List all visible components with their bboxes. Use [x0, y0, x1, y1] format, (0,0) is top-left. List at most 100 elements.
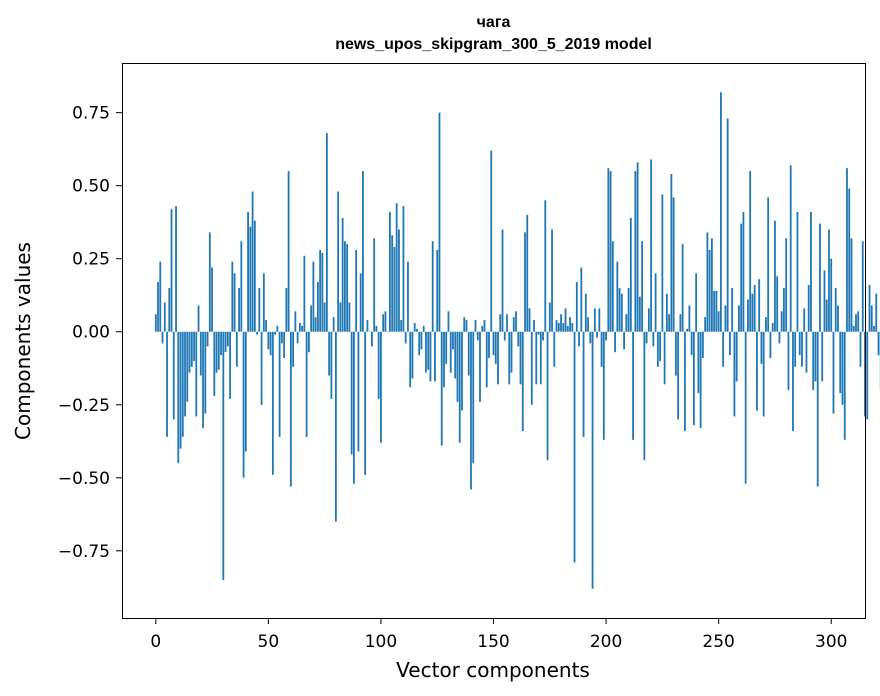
bar-4: [163, 302, 166, 332]
bar-57: [283, 331, 286, 359]
bar-17: [193, 331, 195, 361]
bar-150: [492, 331, 495, 356]
bar-265: [751, 293, 754, 332]
bar-106: [393, 247, 396, 332]
bar-181: [562, 322, 565, 332]
bar-245: [706, 232, 709, 332]
bar-1: [157, 282, 159, 332]
bar-39: [242, 331, 245, 478]
bar-228: [668, 314, 671, 332]
bar-240: [695, 273, 698, 332]
bar-2: [159, 261, 162, 332]
bar-135: [458, 331, 461, 443]
bar-40: [244, 331, 247, 452]
bar-155: [503, 331, 506, 341]
bar-312: [857, 311, 860, 332]
bar-121: [427, 331, 430, 370]
bar-182: [564, 308, 567, 332]
bar-58: [285, 287, 288, 332]
bar-162: [519, 331, 522, 385]
bar-33: [229, 331, 231, 399]
bar-172: [542, 331, 544, 341]
bar-190: [582, 331, 585, 437]
bar-258: [735, 331, 738, 382]
bar-89: [355, 249, 358, 332]
bar-214: [636, 162, 639, 332]
bar-224: [659, 331, 662, 361]
bar-37: [238, 287, 240, 332]
bar-90: [357, 331, 360, 452]
bar-289: [805, 331, 808, 373]
bar-183: [566, 325, 569, 332]
bar-13: [184, 331, 186, 417]
bar-187: [575, 282, 578, 332]
bar-314: [861, 241, 864, 332]
chart-title-line-2: news_upos_skipgram_300_5_2019 model: [335, 36, 652, 53]
bar-112: [407, 261, 409, 332]
y-tick-label: 0.50: [72, 177, 110, 197]
bar-55: [278, 331, 281, 437]
bar-304: [839, 331, 842, 394]
bar-62: [294, 311, 297, 332]
bar-160: [515, 311, 517, 332]
bar-170: [537, 331, 540, 335]
bar-200: [605, 331, 607, 341]
bar-264: [749, 171, 752, 332]
chart-title-line-1: чага: [476, 14, 511, 31]
bar-67: [305, 331, 308, 437]
bar-151: [494, 331, 497, 364]
bar-0: [154, 314, 157, 332]
bar-137: [463, 317, 466, 332]
bar-22: [204, 331, 207, 414]
bar-232: [677, 331, 680, 420]
bar-109: [400, 320, 403, 332]
bar-127: [440, 331, 443, 446]
bar-44: [253, 220, 256, 332]
bar-288: [803, 308, 806, 332]
bar-50: [267, 331, 270, 350]
bar-80: [334, 331, 337, 522]
bar-47: [260, 331, 263, 405]
bar-85: [346, 244, 349, 332]
bar-189: [580, 267, 583, 332]
bar-178: [555, 320, 558, 332]
bar-179: [557, 322, 560, 332]
bar-159: [512, 317, 515, 332]
bar-209: [625, 314, 628, 332]
bar-274: [771, 322, 774, 332]
bar-239: [692, 331, 695, 426]
bar-247: [711, 238, 713, 332]
bar-72: [316, 282, 319, 332]
x-tick-label: 250: [702, 632, 734, 652]
y-tick-label: 0.25: [72, 250, 110, 270]
bar-203: [611, 241, 614, 332]
bar-68: [307, 331, 310, 353]
y-tick-label: 0.75: [72, 104, 110, 124]
bar-19: [197, 305, 200, 332]
bar-263: [747, 299, 749, 332]
bar-133: [454, 331, 457, 379]
bar-217: [643, 331, 646, 461]
bar-310: [852, 325, 855, 332]
bar-15: [188, 331, 191, 373]
bar-141: [472, 331, 475, 464]
bar-66: [303, 255, 306, 332]
bar-272: [767, 197, 770, 332]
bar-248: [713, 290, 716, 332]
bar-24: [208, 232, 211, 332]
bar-303: [837, 305, 839, 332]
bar-116: [416, 328, 418, 332]
bar-207: [620, 293, 623, 332]
y-tick-label: 0.00: [72, 323, 110, 343]
bar-213: [634, 171, 637, 332]
bar-241: [697, 331, 700, 394]
bar-87: [350, 331, 353, 455]
bar-73: [319, 249, 322, 332]
bar-199: [602, 331, 605, 440]
bar-94: [366, 320, 369, 332]
bar-173: [544, 200, 547, 332]
bar-279: [783, 287, 785, 332]
bar-253: [724, 305, 727, 332]
bar-105: [391, 235, 394, 332]
bar-146: [483, 320, 486, 332]
